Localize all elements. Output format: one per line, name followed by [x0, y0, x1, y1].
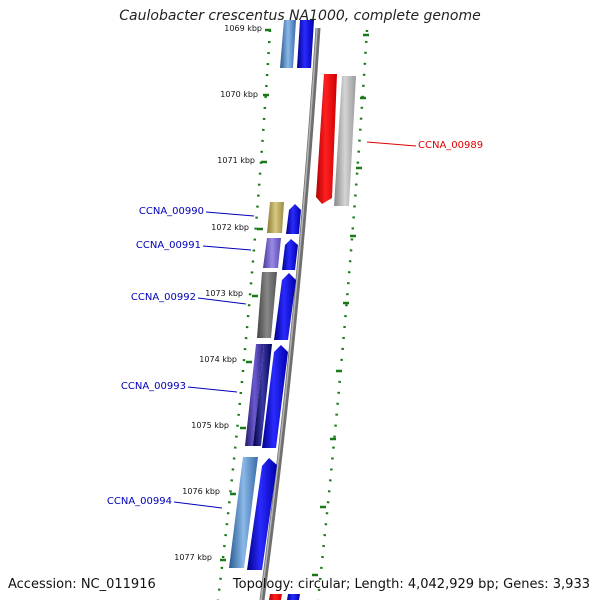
- tick-label-1076: 1076 kbp: [182, 487, 220, 496]
- reverse-tick-marks: [312, 33, 369, 577]
- gene-label-ccna-00991[interactable]: CCNA_00991: [136, 240, 201, 251]
- gene-label-ccna-00994[interactable]: CCNA_00994: [107, 496, 172, 507]
- gene-bottom-blue[interactable]: [287, 594, 300, 600]
- gene-ccna-00990[interactable]: [286, 204, 301, 234]
- gene-label-ccna-00989[interactable]: CCNA_00989: [418, 140, 483, 151]
- backbone-highlight: [260, 27, 318, 600]
- backbone-line: [259, 27, 321, 600]
- gene-label-ccna-00993[interactable]: CCNA_00993: [121, 381, 186, 392]
- gene-reverse-gray[interactable]: [334, 76, 356, 206]
- accession-text: Accession: NC_011916: [8, 577, 156, 592]
- gene-ccna-00993[interactable]: [262, 345, 288, 448]
- gene-ccna-00994-box[interactable]: [229, 457, 258, 568]
- gene-ccna-00994[interactable]: [247, 458, 277, 570]
- map-title: Caulobacter crescentus NA1000, complete …: [119, 8, 481, 24]
- leader-ccna-00992: [197, 297, 247, 305]
- tick-label-1069: 1069 kbp: [224, 24, 262, 33]
- gene-ccna-00991[interactable]: [282, 239, 298, 270]
- gene-ccna-00993-box[interactable]: [245, 344, 264, 446]
- gene-label-ccna-00992[interactable]: CCNA_00992: [131, 292, 196, 303]
- gene-ccna-00989[interactable]: [316, 74, 337, 204]
- gene-ccna-00992[interactable]: [274, 273, 296, 340]
- topology-text: Topology: circular; Length: 4,042,929 bp…: [232, 577, 590, 592]
- tick-label-1071: 1071 kbp: [217, 156, 255, 165]
- gene-label-ccna-00990[interactable]: CCNA_00990: [139, 206, 204, 217]
- tick-label-1070: 1070 kbp: [220, 90, 258, 99]
- gene-ccna-00993-inner[interactable]: [253, 344, 272, 446]
- leader-ccna-00991: [202, 245, 252, 251]
- tick-label-1077: 1077 kbp: [174, 553, 212, 562]
- leader-ccna-00994: [173, 501, 223, 509]
- gene-ccna-00991-box[interactable]: [263, 238, 281, 268]
- tick-label-1072: 1072 kbp: [211, 223, 249, 232]
- tick-label-1073: 1073 kbp: [205, 289, 243, 298]
- tick-label-1074: 1074 kbp: [199, 355, 237, 364]
- gene-ccna-00990-box[interactable]: [267, 202, 284, 233]
- leader-ccna-00989: [366, 141, 417, 147]
- gene-top-steel[interactable]: [280, 20, 296, 68]
- gene-bottom-red[interactable]: [269, 594, 282, 600]
- leader-ccna-00993: [187, 386, 238, 393]
- gene-top-blue[interactable]: [297, 20, 314, 68]
- tick-label-1075: 1075 kbp: [191, 421, 229, 430]
- leader-ccna-00990: [205, 211, 255, 217]
- gene-ccna-00992-box[interactable]: [257, 272, 277, 338]
- forward-tick-marks: [220, 28, 271, 562]
